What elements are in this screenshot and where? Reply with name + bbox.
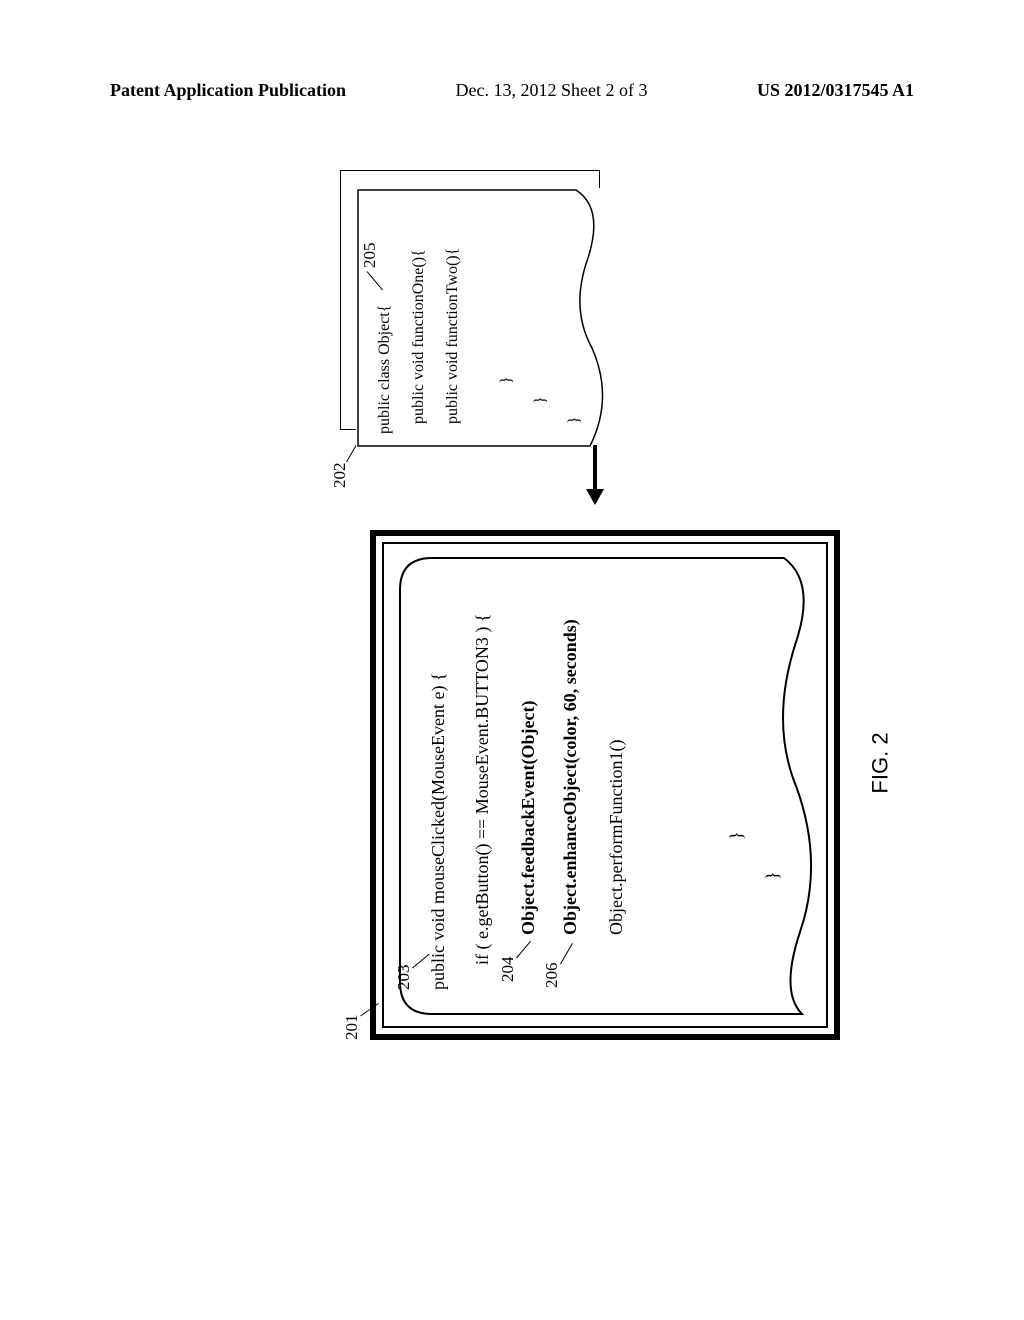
ref-201: 201 [342,1015,362,1041]
obj-line-2: public void functionOne(){ [410,249,428,424]
obj-line-1: public class Object{ [376,305,394,434]
ref-204: 204 [498,957,518,983]
obj-brace-3: } [566,416,584,424]
code-line-5: Object.performFunction1() [606,740,627,935]
ref-205: 205 [360,243,380,269]
figure-2-diagram: 201 203 public void mouseClicked(MouseEv… [80,160,940,1060]
header-right: US 2012/0317545 A1 [757,80,914,101]
brace-inner: } [726,831,747,840]
arrow-icon [580,445,615,505]
code-line-3: Object.feedbackEvent(Object) [518,701,539,935]
ref-206: 206 [542,963,562,989]
figure-label: FIG. 2 [868,732,894,793]
code-line-1: public void mouseClicked(MouseEvent e) { [428,672,449,990]
ref-203: 203 [394,965,414,991]
obj-brace-1: } [498,376,516,384]
page-header: Patent Application Publication Dec. 13, … [0,80,1024,101]
brace-outer: } [762,871,783,880]
obj-line-3: public void functionTwo(){ [444,248,462,424]
header-center: Dec. 13, 2012 Sheet 2 of 3 [456,80,648,101]
object-document-outline [356,188,616,448]
rotated-figure: 201 203 public void mouseClicked(MouseEv… [160,160,860,1060]
header-left: Patent Application Publication [110,80,346,101]
object-box-front [356,188,616,448]
code-line-4: Object.enhanceObject(color, 60, seconds) [560,619,581,935]
ref-202: 202 [330,463,350,489]
code-line-2: if ( e.getButton() == MouseEvent.BUTTON3… [472,613,493,965]
obj-brace-2: } [532,396,550,404]
